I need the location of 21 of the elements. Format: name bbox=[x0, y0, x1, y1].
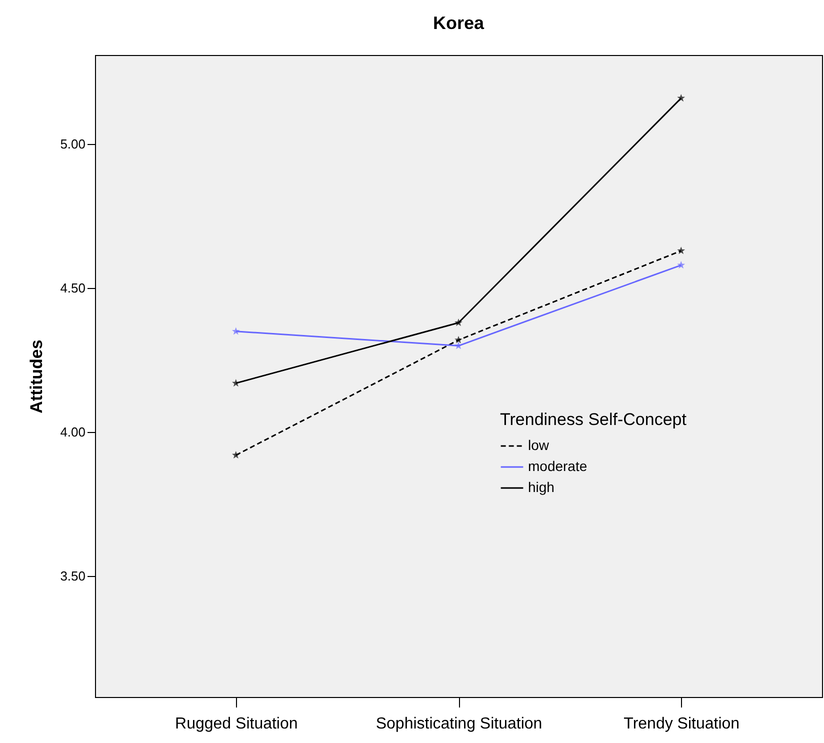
point bbox=[677, 94, 686, 102]
y-tick-label: 5.00 bbox=[60, 136, 86, 152]
y-axis-title: Attitudes bbox=[27, 340, 46, 414]
legend-title: Trendiness Self-Concept bbox=[500, 410, 687, 429]
y-tick-label: 4.00 bbox=[60, 424, 86, 440]
y-tick-label: 3.50 bbox=[60, 568, 86, 584]
point bbox=[677, 260, 686, 269]
chart-title: Korea bbox=[432, 13, 485, 33]
point bbox=[232, 327, 240, 335]
y-tick-label: 4.50 bbox=[60, 280, 86, 296]
x-tick-label: Trendy Situation bbox=[624, 716, 740, 732]
point bbox=[232, 379, 240, 387]
x-tick-label: Sophisticating Situation bbox=[376, 716, 542, 732]
point bbox=[677, 246, 686, 254]
point bbox=[232, 450, 240, 459]
legend-label: moderate bbox=[528, 458, 588, 474]
point bbox=[454, 336, 462, 344]
x-tick-label: Rugged Situation bbox=[175, 716, 298, 732]
point bbox=[454, 318, 462, 326]
legend-label: high bbox=[528, 479, 554, 495]
legend-label: low bbox=[528, 437, 550, 453]
